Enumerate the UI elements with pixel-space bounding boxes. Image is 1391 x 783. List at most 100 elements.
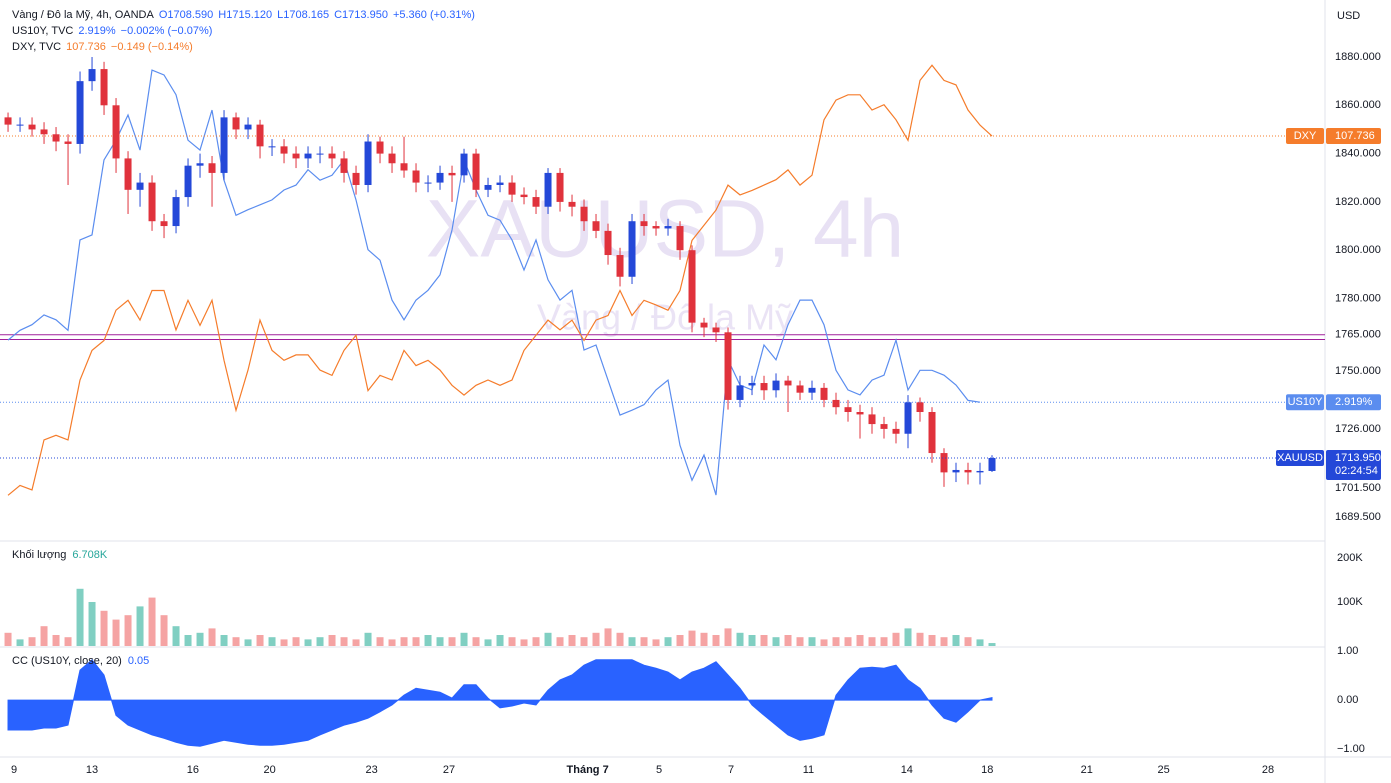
candle-body (988, 458, 996, 471)
candle-body (796, 385, 804, 393)
volume-bar (676, 634, 684, 646)
candle-body (256, 124, 264, 147)
x-tick-label: 7 (728, 764, 734, 776)
volume-bar (568, 634, 576, 646)
watermark-subtitle: Vàng / Đô la Mỹ (537, 297, 793, 338)
y-tick-label: 100K (1337, 596, 1363, 608)
volume-bar (364, 632, 372, 646)
legend-value: L1708.165 (277, 9, 329, 21)
legend-line: Vàng / Đô la Mỹ, 4h, OANDA O1708.590 H1715… (12, 9, 475, 21)
volume-bar (472, 637, 480, 646)
volume-bar (112, 619, 120, 646)
legend-value: −0.149 (−0.14%) (111, 41, 193, 53)
countdown: 02:24:54 (1335, 465, 1378, 477)
candle-body (220, 117, 228, 173)
volume-bar (496, 634, 504, 646)
candle-body (184, 165, 192, 198)
pane-title-name: Khối lượng (12, 549, 66, 561)
candle-body (556, 172, 564, 202)
value-tag (1326, 128, 1381, 145)
volume-bar (148, 597, 156, 646)
volume-bar (244, 639, 252, 646)
candle-body (640, 221, 648, 227)
volume-bar (760, 634, 768, 646)
legend-value: 107.736 (66, 41, 106, 53)
series-tag-label: DXY (1294, 130, 1317, 142)
value-tag (1326, 450, 1381, 481)
candle-body (148, 182, 156, 222)
volume-bar (604, 628, 612, 646)
pane-title-name: CC (US10Y, close, 20) (12, 655, 122, 667)
volume-bar (316, 637, 324, 646)
volume-bar (832, 637, 840, 646)
volume-bar (160, 615, 168, 646)
x-tick-label: 16 (187, 764, 199, 776)
candle-body (412, 170, 420, 183)
volume-bar (52, 634, 60, 646)
volume-bar (700, 632, 708, 646)
volume-bar (628, 637, 636, 646)
volume-bar (580, 637, 588, 646)
volume-bar (988, 643, 996, 646)
y-tick-label: 1689.500 (1335, 511, 1381, 523)
x-tick-label: 20 (264, 764, 276, 776)
volume-bar (256, 634, 264, 646)
candle-body (160, 221, 168, 227)
volume-bar (520, 639, 528, 646)
candle-body (832, 399, 840, 408)
candle-body (520, 194, 528, 198)
watermark-title: XAUUSD, 4h (426, 184, 905, 275)
x-tick-label: 27 (443, 764, 455, 776)
candle-body (940, 453, 948, 473)
volume-bar (100, 610, 108, 646)
candle-body (724, 332, 732, 400)
candle-body (928, 412, 936, 454)
candle-body (124, 158, 132, 190)
volume-bar (928, 634, 936, 646)
candle-body (700, 322, 708, 328)
volume-bar (136, 606, 144, 646)
volume-bar (856, 634, 864, 646)
y-tick-label: 200K (1337, 552, 1363, 564)
volume-bar (532, 637, 540, 646)
x-tick-label: 5 (656, 764, 662, 776)
y-tick-label: 1780.000 (1335, 292, 1381, 304)
x-tick-label: 18 (981, 764, 993, 776)
candle-body (808, 387, 816, 393)
volume-bar (976, 639, 984, 646)
candle-body (760, 383, 768, 391)
candle-body (328, 153, 336, 159)
candle-body (964, 469, 972, 473)
candle-body (748, 383, 756, 386)
volume-bar (904, 628, 912, 646)
candle-body (532, 197, 540, 207)
volume-bar (436, 637, 444, 646)
candle-body (628, 221, 636, 277)
candle-body (484, 184, 492, 190)
pane-title-value: 0.05 (128, 655, 149, 667)
candle-body (196, 163, 204, 166)
volume-bar (712, 634, 720, 646)
candle-body (976, 470, 984, 473)
x-tick-label: 9 (11, 764, 17, 776)
candle-body (616, 255, 624, 277)
candle-body (52, 134, 60, 142)
y-tick-label: 1800.000 (1335, 244, 1381, 256)
volume-bar (172, 626, 180, 646)
candle-body (544, 172, 552, 207)
pane-title: CC (US10Y, close, 20) 0.05 (12, 655, 149, 667)
volume-bar (640, 637, 648, 646)
candle-body (100, 69, 108, 106)
candle-body (784, 380, 792, 386)
volume-bar (292, 637, 300, 646)
volume-bar (460, 632, 468, 646)
volume-bar (784, 634, 792, 646)
x-tick-label: 13 (86, 764, 98, 776)
candle-body (568, 201, 576, 207)
candle-body (352, 172, 360, 185)
legend-value: C1713.950 (334, 9, 388, 21)
candle-body (844, 407, 852, 413)
volume-bar (340, 637, 348, 646)
y-tick-label: 1880.000 (1335, 51, 1381, 63)
